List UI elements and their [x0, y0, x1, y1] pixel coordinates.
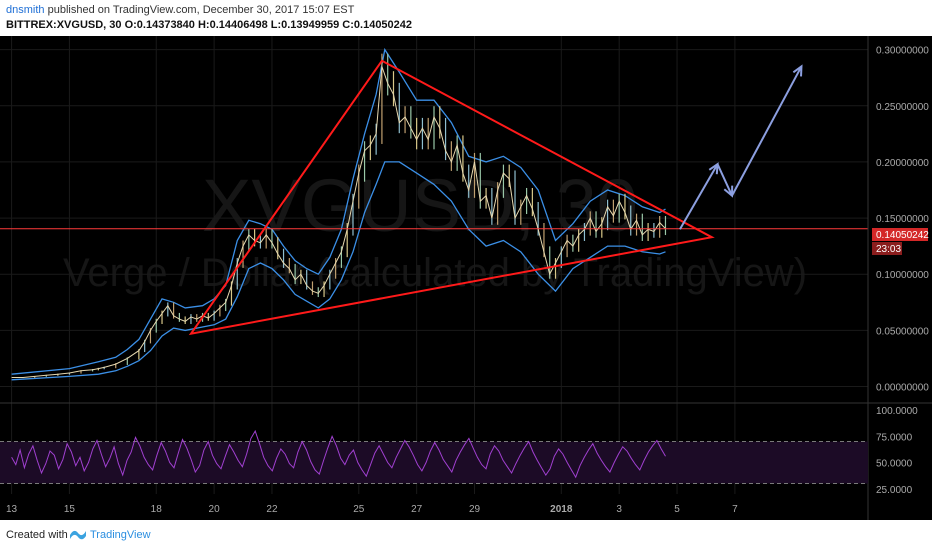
lower-band-line [11, 161, 666, 381]
chart-header: dnsmith published on TradingView.com, De… [0, 0, 932, 36]
time-tick-label: 20 [209, 504, 221, 515]
price-axis[interactable]: 0.30000000 0.25000000 0.20000000 0.15000000… [867, 36, 929, 520]
published-text: published on TradingView.com, December 3… [47, 4, 355, 16]
rsi-band-fill [0, 441, 868, 484]
time-tick-label: 18 [151, 504, 163, 515]
price-tick-label: 0.20000000 [876, 158, 929, 169]
rsi-pane: 100.0000 75.0000 50.0000 25.0000 [0, 406, 918, 496]
rsi-tick-label: 75.0000 [876, 432, 913, 443]
projection-segment [731, 65, 803, 197]
tradingview-logo-icon [70, 530, 86, 540]
chart-footer: Created with TradingView [0, 520, 932, 550]
price-tick-label: 0.15000000 [876, 214, 929, 225]
time-tick-label: 15 [64, 504, 76, 515]
projection-segment [679, 163, 719, 230]
upper-band-line [11, 47, 666, 375]
rsi-tick-label: 25.0000 [876, 485, 913, 496]
time-tick-label: 2018 [550, 504, 573, 515]
rsi-tick-label: 50.0000 [876, 459, 913, 470]
price-close-line [11, 66, 666, 378]
last-price-marker: 0.14050242 23:03 [872, 228, 929, 255]
created-with-text: Created with [6, 529, 68, 541]
time-tick-label: 13 [6, 504, 18, 515]
time-tick-label: 29 [469, 504, 481, 515]
time-tick-label: 5 [674, 504, 680, 515]
price-tick-label: 0.05000000 [876, 326, 929, 337]
rsi-tick-label: 100.0000 [876, 406, 918, 417]
projection-segment [716, 163, 733, 197]
price-tick-label: 0.00000000 [876, 383, 929, 394]
triangle-pattern [188, 59, 715, 336]
last-price-label-bg [872, 228, 928, 241]
price-series [0, 53, 868, 378]
trend-drawings [188, 59, 803, 336]
chart-background [0, 36, 932, 520]
time-tick-label: 7 [732, 504, 738, 515]
author-link[interactable]: dnsmith [6, 4, 45, 16]
bar-countdown-bg [872, 242, 902, 255]
chart-area[interactable]: XVGUSD, 30 Verge / Dollar (calculated by… [0, 36, 932, 520]
price-tick-label: 0.30000000 [876, 46, 929, 57]
tradingview-brand[interactable]: TradingView [90, 529, 151, 541]
bollinger-bands [11, 47, 666, 381]
time-tick-label: 3 [616, 504, 622, 515]
last-price-label: 0.14050242 [876, 230, 929, 241]
published-line: dnsmith published on TradingView.com, De… [6, 4, 354, 16]
arrowhead [792, 64, 803, 77]
time-tick-label: 25 [353, 504, 365, 515]
price-tick-label: 0.10000000 [876, 270, 929, 281]
price-tick-label: 0.25000000 [876, 102, 929, 113]
watermark-symbol: XVGUSD, 30 [202, 164, 638, 247]
time-tick-label: 27 [411, 504, 423, 515]
symbol-watermark: XVGUSD, 30 Verge / Dollar (calculated by… [63, 164, 807, 295]
symbol-ohlc-line: BITTREX:XVGUSD, 30 O:0.14373840 H:0.1440… [6, 19, 413, 31]
rsi-line [11, 429, 666, 479]
time-axis[interactable]: 13 15 18 20 22 25 27 29 2018 3 5 7 [6, 504, 738, 515]
bar-countdown: 23:03 [876, 244, 901, 255]
time-tick-label: 22 [266, 504, 278, 515]
